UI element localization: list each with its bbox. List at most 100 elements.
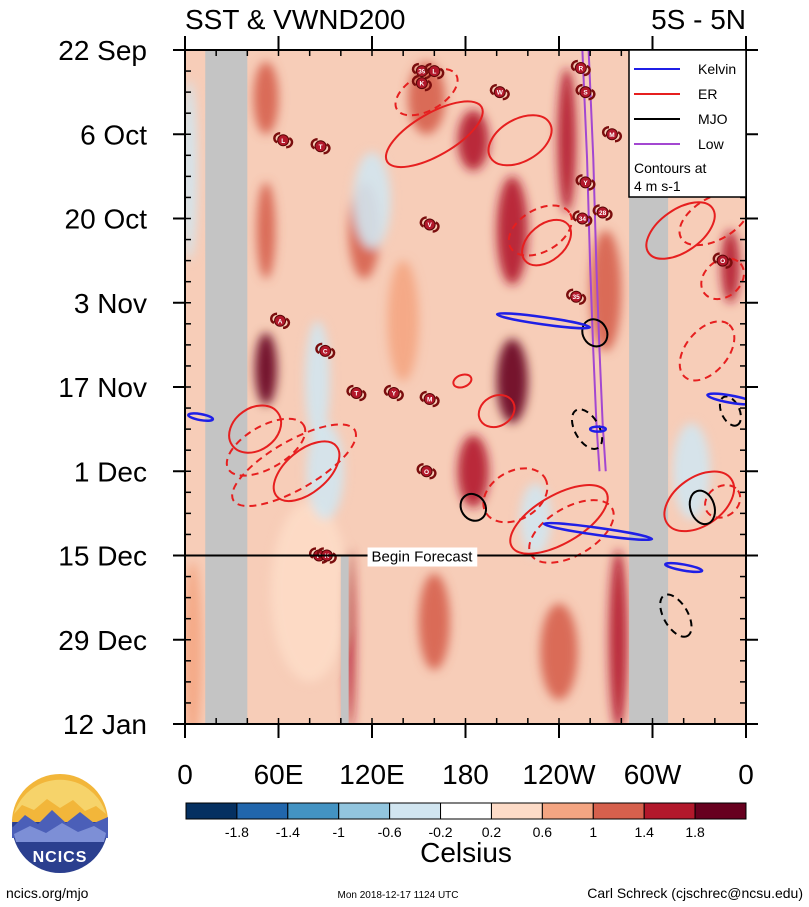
- storm-icon: O: [712, 252, 733, 269]
- storm-core: [387, 387, 400, 400]
- y-tick-label: 6 Oct: [80, 119, 147, 150]
- storm-core: [574, 62, 587, 75]
- storm-core: [277, 134, 290, 147]
- colorbar-swatch: [541, 802, 594, 820]
- contour-kelvin: [495, 312, 591, 330]
- y-tick-label: 22 Sep: [58, 35, 147, 66]
- colorbar: -1.8 -1.4 -1 -0.6 -0.2 0.2 0.6 1 1.4 1.8: [185, 802, 747, 840]
- contour-kelvin: [187, 412, 215, 423]
- storm-icon: Y: [383, 384, 404, 402]
- storm-icon: C: [315, 342, 336, 360]
- storm-label: S: [583, 90, 588, 97]
- heat-blob: [418, 573, 450, 670]
- storm-label: T: [319, 144, 323, 151]
- storm-icon: W: [489, 83, 510, 101]
- storm-icon: 35: [566, 288, 587, 305]
- storm-core: [579, 86, 592, 99]
- legend-note: Contours at: [634, 160, 706, 176]
- storm-core: [493, 86, 506, 99]
- legend-label-er: ER: [698, 86, 717, 102]
- contour-er: [678, 320, 736, 382]
- storm-label: 35: [573, 294, 581, 301]
- storm-label: Y: [392, 391, 397, 398]
- storm-icon: 34: [572, 210, 593, 227]
- storm-icon: O: [416, 463, 437, 480]
- land-band-forecast: [205, 555, 248, 724]
- land-band-forecast: [340, 555, 349, 724]
- colorbar-tick-label: 1: [589, 824, 597, 840]
- contour-er: [225, 417, 307, 477]
- colorbar-tick-label: 1.8: [685, 824, 705, 840]
- contour-mjo: [718, 395, 742, 427]
- footer-timestamp: Mon 2018-12-17 1124 UTC: [338, 890, 459, 901]
- colorbar-tick-label: -0.2: [428, 824, 452, 840]
- storm-arm: [575, 174, 596, 191]
- contour-er: [228, 404, 283, 454]
- land-band-forecast: [629, 555, 669, 724]
- storm-core: [319, 344, 332, 357]
- y-tick-label: 20 Oct: [65, 204, 148, 235]
- storm-core: [576, 212, 589, 225]
- storm-arm: [601, 126, 623, 143]
- colorbar-swatch: [338, 802, 391, 820]
- storm-arm: [315, 342, 336, 360]
- storm-arm: [411, 74, 432, 92]
- storm-arm: [269, 312, 291, 330]
- storm-core: [350, 387, 363, 400]
- storm-label: O: [424, 469, 429, 476]
- land-band: [205, 50, 248, 556]
- contour-er: [678, 190, 746, 247]
- storm-label: L: [432, 69, 436, 76]
- heat-blob: [185, 561, 203, 724]
- storm-core: [570, 290, 583, 303]
- forecast-label: Begin Forecast: [372, 549, 474, 566]
- storm-label: A: [278, 318, 283, 325]
- heat-blob: [387, 260, 419, 381]
- contour-er: [482, 467, 549, 524]
- legend-box: [628, 49, 747, 198]
- colorbar-swatch: [236, 802, 289, 820]
- colorbar-swatch: [592, 802, 645, 820]
- colorbar-swatch: [185, 802, 238, 820]
- colorbar-swatch: [440, 802, 492, 820]
- contour-mjo: [688, 489, 716, 526]
- storm-markers: 39LKWRSMLTY3428VO35ACTYMODK: [269, 59, 733, 564]
- storm-label: M: [609, 132, 614, 139]
- colorbar-swatch: [490, 802, 543, 820]
- contour-er: [700, 257, 745, 301]
- contour-kelvin: [663, 561, 704, 574]
- colorbar-swatch: [643, 802, 696, 820]
- storm-core: [420, 465, 433, 478]
- heat-blob: [306, 423, 344, 520]
- contour-er: [509, 484, 609, 555]
- storm-arm: [570, 59, 591, 77]
- storm-label: 28: [599, 210, 607, 217]
- heat-blob: [496, 176, 528, 285]
- x-tick-label: 60E: [254, 759, 304, 790]
- storm-icon: 28: [592, 204, 613, 221]
- storm-core: [314, 140, 327, 153]
- y-tick-label: 15 Dec: [58, 541, 147, 572]
- storm-icon: S: [575, 83, 596, 101]
- heat-blob: [608, 549, 628, 724]
- storm-label: T: [354, 391, 358, 398]
- contour-kelvin: [706, 392, 746, 406]
- colorbar-tick-label: -0.6: [378, 824, 402, 840]
- forecast-marker: Begin Forecast: [185, 547, 746, 567]
- storm-label: W: [497, 90, 504, 97]
- footer-author: Carl Schreck (cjschrec@ncsu.edu): [587, 885, 803, 901]
- legend-label-low: Low: [698, 136, 725, 152]
- colorbar-tick-label: -1.4: [276, 824, 300, 840]
- contour-er: [477, 394, 516, 429]
- storm-label: V: [427, 222, 432, 229]
- storm-core: [605, 128, 618, 141]
- contour-mjo: [570, 408, 604, 450]
- chart-title: SST & VWND200: [185, 4, 405, 35]
- storm-label: 34: [579, 216, 587, 223]
- storm-icon: K: [411, 74, 432, 92]
- x-tick-label: 60W: [624, 759, 682, 790]
- x-tick-label: 120W: [522, 759, 596, 790]
- contour-er: [384, 100, 484, 169]
- storm-arm: [575, 83, 596, 101]
